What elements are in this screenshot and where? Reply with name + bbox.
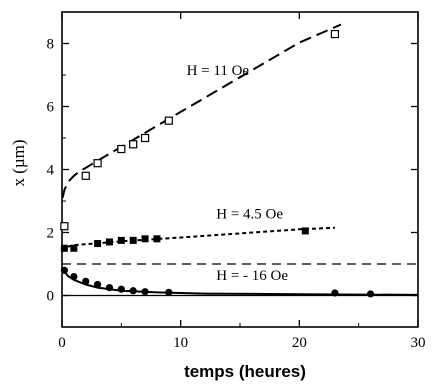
data-point-series-2-10 [366,290,375,298]
data-point-series-1-2 [94,240,102,248]
data-point-series-2-8 [165,288,173,296]
y-tick-label: 4 [47,163,55,179]
series-annotation-0: H = 11 Oe [187,63,250,79]
data-point-series-2-5 [117,285,125,293]
data-point-series-1-1 [70,244,78,252]
series-annotation-1: H = 4.5 Oe [216,206,283,222]
data-point-series-2-1 [70,273,78,281]
y-tick-label: 2 [47,226,55,242]
data-point-series-2-2 [82,277,90,285]
data-point-series-2-3 [94,280,102,289]
data-point-series-0-2 [93,159,102,168]
x-tick-label: 10 [173,335,188,351]
data-point-series-1-3 [105,238,113,246]
data-point-series-1-8 [301,227,309,235]
data-point-series-2-9 [331,289,339,297]
data-point-series-1-6 [141,235,149,243]
x-axis-label: temps (heures) [184,362,306,381]
data-point-series-2-0 [60,266,68,274]
data-point-series-0-3 [117,144,126,154]
x-tick-label: 30 [411,335,426,351]
data-point-series-0-4 [129,140,138,149]
data-point-series-1-0 [60,244,68,252]
data-point-series-2-4 [105,284,114,292]
fit-curve-series-0 [61,23,342,199]
y-tick-label: 6 [47,100,55,116]
series-annotation-2: H = - 16 Oe [216,268,288,284]
data-point-series-1-4 [117,236,125,244]
data-point-series-1-7 [153,235,161,243]
y-tick-label: 0 [47,289,55,305]
data-point-series-1-5 [129,236,137,244]
x-tick-label: 20 [292,335,307,351]
data-point-series-0-7 [330,29,340,39]
fit-curve-series-1 [61,226,335,253]
data-point-series-2-6 [129,287,137,295]
x-tick-label: 0 [58,335,66,351]
data-point-series-0-5 [140,133,150,143]
plot-area: 0 10 20 30 0 2 4 6 8 H = 11 Oe H = 4.5 Oe H = - 16 … [47,11,426,351]
data-point-series-0-1 [81,171,90,180]
y-axis-label: x (µm) [9,139,28,186]
data-point-series-2-7 [141,288,149,296]
data-point-series-0-6 [164,116,173,125]
data-point-series-0-0 [60,222,69,231]
y-tick-label: 8 [47,37,55,53]
